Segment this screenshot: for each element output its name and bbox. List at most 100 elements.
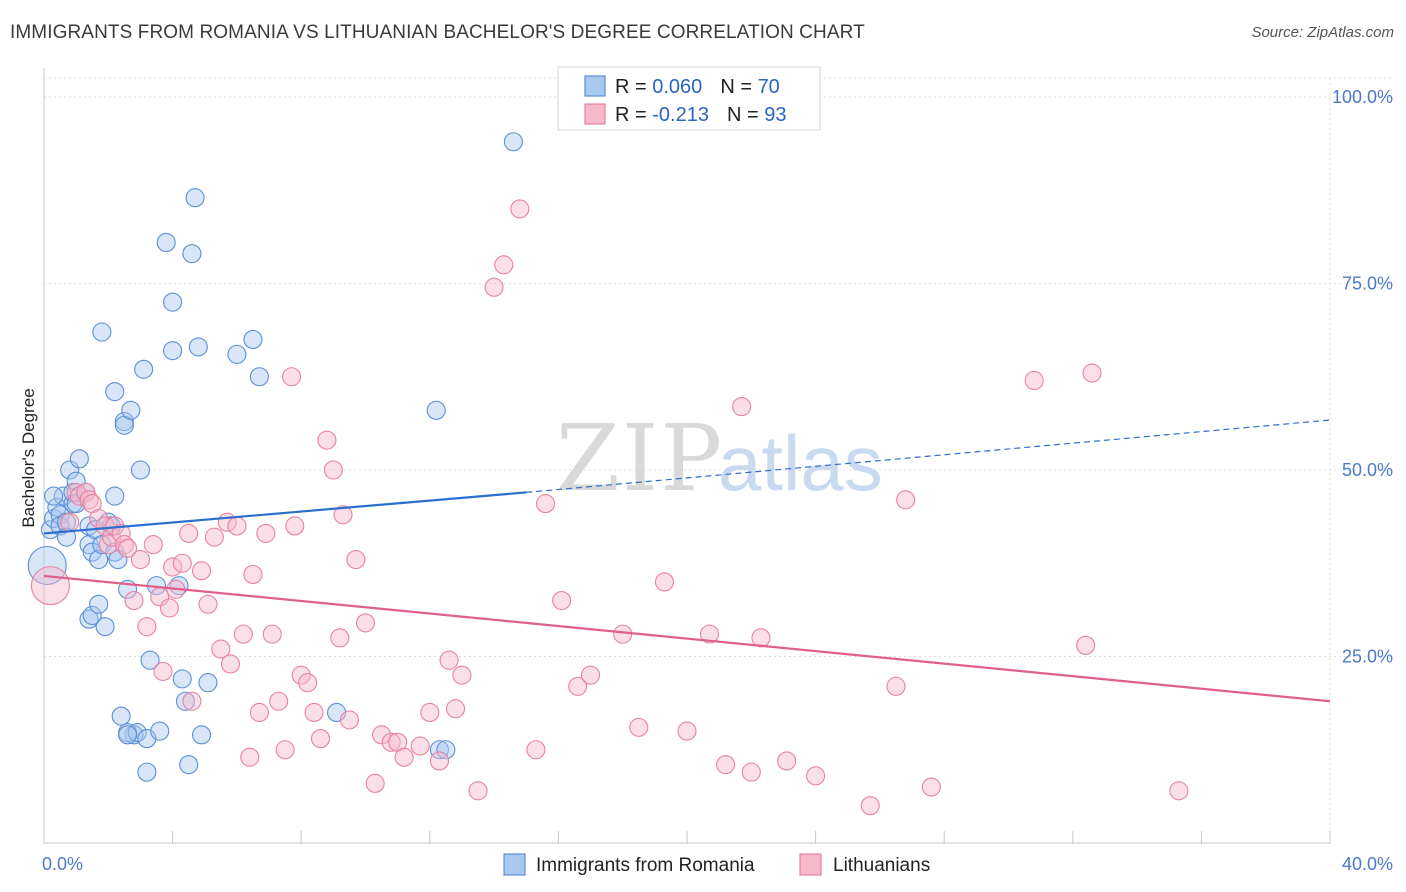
- data-point-lithuanians: [339, 710, 359, 730]
- data-point-lithuanians: [330, 628, 350, 648]
- legend-bottom-swatch-romania: [503, 853, 526, 876]
- data-point-lithuanians: [204, 527, 224, 547]
- y-axis-label: Bachelor's Degree: [19, 388, 38, 527]
- data-point-lithuanians: [699, 624, 720, 644]
- axes: [43, 68, 1331, 844]
- data-point-lithuanians: [243, 564, 263, 584]
- data-point-romania: [436, 740, 456, 760]
- data-point-lithuanians: [30, 566, 70, 606]
- data-point-lithuanians: [317, 430, 337, 450]
- data-point-romania: [118, 725, 138, 745]
- data-point-lithuanians: [510, 199, 530, 219]
- data-point-lithuanians: [240, 747, 260, 767]
- data-point-romania: [191, 725, 212, 745]
- data-point-romania: [111, 706, 131, 726]
- data-point-lithuanians: [227, 516, 247, 536]
- data-point-romania: [156, 232, 176, 253]
- data-point-lithuanians: [741, 762, 761, 782]
- data-point-lithuanians: [568, 676, 588, 696]
- data-point-lithuanians: [249, 702, 269, 723]
- data-point-romania: [426, 400, 446, 420]
- data-point-romania: [179, 755, 199, 775]
- data-point-lithuanians: [484, 277, 504, 297]
- data-point-lithuanians: [494, 255, 514, 275]
- data-point-lithuanians: [526, 740, 546, 760]
- legend-r-label: R =: [615, 76, 652, 98]
- chart-source: Source: ZipAtlas.com: [1251, 24, 1394, 41]
- watermark-zip: ZIP: [556, 405, 724, 512]
- data-point-romania: [105, 486, 125, 506]
- data-point-lithuanians: [1082, 363, 1102, 383]
- data-point-lithuanians: [365, 773, 385, 793]
- legend-row-lithuanians: R = -0.213 N = 93: [615, 104, 786, 126]
- data-point-lithuanians: [381, 732, 401, 752]
- data-point-lithuanians: [60, 512, 80, 532]
- watermark: ZIP atlas: [556, 405, 883, 512]
- data-point-romania: [82, 542, 102, 562]
- data-point-romania: [429, 740, 449, 760]
- data-point-lithuanians: [323, 460, 343, 480]
- trend-line-lithuanians: [43, 574, 1331, 703]
- data-point-lithuanians: [256, 523, 276, 543]
- data-point-lithuanians: [1076, 635, 1096, 655]
- data-point-romania: [163, 292, 183, 312]
- legend-bottom-swatch-lithuanians: [799, 853, 822, 876]
- trend-lines: [43, 419, 1331, 703]
- data-point-lithuanians: [716, 755, 736, 775]
- legend-r-value: -0.213: [652, 104, 709, 126]
- data-point-lithuanians: [137, 617, 157, 637]
- chart-title: IMMIGRANTS FROM ROMANIA VS LITHUANIAN BA…: [10, 22, 865, 43]
- data-point-romania: [249, 367, 269, 387]
- data-point-romania: [163, 341, 183, 361]
- x-tick-label: 0.0%: [42, 854, 83, 874]
- data-point-lithuanians: [552, 590, 572, 611]
- legend-n-value: 93: [764, 104, 786, 126]
- data-point-romania: [105, 382, 125, 402]
- data-point-lithuanians: [282, 367, 302, 387]
- data-point-lithuanians: [291, 665, 311, 685]
- data-point-lithuanians: [654, 572, 675, 592]
- legend-bottom-label-lithuanians: Lithuanians: [833, 855, 930, 876]
- data-point-romania: [172, 669, 192, 689]
- data-point-lithuanians: [143, 535, 163, 555]
- data-point-romania: [95, 617, 115, 637]
- legend-bottom-label-romania: Immigrants from Romania: [536, 855, 755, 876]
- data-point-romania: [89, 549, 109, 570]
- legend-top: R = 0.060 N = 70 R = -0.213 N = 93: [557, 66, 821, 131]
- x-tick-label: 40.0%: [1342, 854, 1393, 874]
- data-point-romania: [69, 449, 89, 469]
- data-point-lithuanians: [163, 557, 183, 577]
- data-point-romania: [27, 545, 67, 586]
- data-point-lithuanians: [159, 598, 179, 618]
- data-point-romania: [79, 609, 99, 629]
- data-point-lithuanians: [118, 538, 138, 558]
- legend-swatch-romania: [584, 75, 606, 97]
- data-point-romania: [503, 132, 523, 152]
- data-point-romania: [243, 329, 263, 350]
- data-point-romania: [50, 505, 70, 525]
- data-point-lithuanians: [777, 751, 797, 771]
- legend-r-label: R =: [615, 104, 652, 126]
- data-point-romania: [134, 359, 154, 379]
- data-point-lithuanians: [346, 549, 366, 570]
- data-point-lithuanians: [886, 676, 906, 696]
- legend-n-label: N =: [720, 76, 757, 98]
- data-point-lithuanians: [95, 516, 115, 536]
- data-point-lithuanians: [333, 505, 353, 525]
- data-point-lithuanians: [124, 590, 144, 611]
- data-point-lithuanians: [921, 777, 941, 797]
- trend-line-romania-extension: [526, 419, 1331, 493]
- legend-n-value: 70: [758, 76, 780, 98]
- legend-swatch-lithuanians: [584, 103, 606, 125]
- data-point-lithuanians: [1024, 370, 1044, 391]
- data-point-lithuanians: [285, 516, 305, 536]
- data-point-lithuanians: [355, 613, 376, 633]
- data-point-romania: [50, 516, 70, 536]
- data-point-romania: [227, 344, 247, 364]
- data-point-romania: [198, 673, 218, 693]
- data-point-lithuanians: [452, 665, 472, 685]
- data-point-lithuanians: [114, 535, 134, 555]
- data-point-romania: [130, 460, 150, 480]
- data-point-lithuanians: [153, 661, 173, 681]
- legend-r-value: 0.060: [652, 76, 702, 98]
